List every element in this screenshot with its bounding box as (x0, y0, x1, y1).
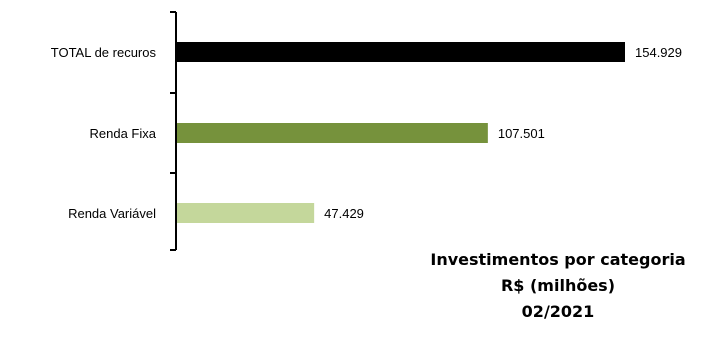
category-labels: TOTAL de recuros Renda Fixa Renda Variável (51, 45, 157, 221)
chart-title-line-3: 02/2021 (521, 302, 595, 321)
chart-title: Investimentos por categoria R$ (milhões)… (408, 247, 708, 325)
category-axis-ticks (170, 11, 176, 251)
value-label: 47.429 (324, 206, 364, 221)
bar-group (177, 42, 625, 223)
value-label: 107.501 (498, 126, 545, 141)
category-label: Renda Variável (68, 206, 156, 221)
chart-title-line-2: R$ (milhões) (500, 276, 616, 295)
value-label: 154.929 (635, 45, 682, 60)
bar (177, 42, 625, 62)
category-label: TOTAL de recuros (51, 45, 157, 60)
value-labels: 154.929 107.501 47.429 (324, 45, 682, 221)
category-label: Renda Fixa (90, 126, 157, 141)
bar (177, 203, 315, 223)
bar (177, 123, 488, 143)
chart-title-line-1: Investimentos por categoria (430, 250, 686, 269)
